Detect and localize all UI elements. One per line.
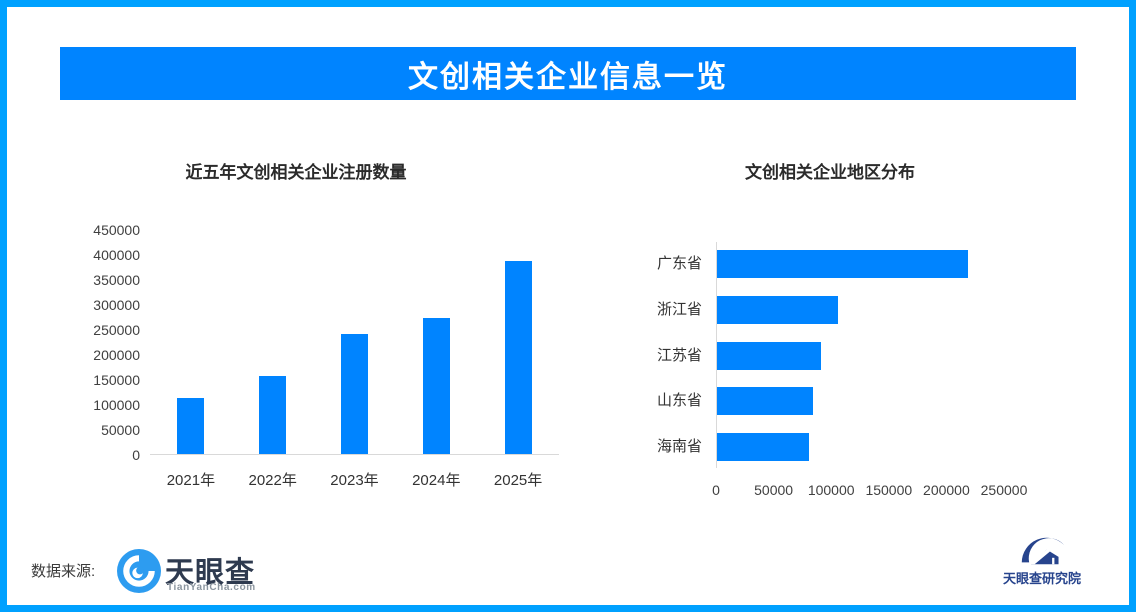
registrations-chart-title: 近五年文创相关企业注册数量: [185, 163, 407, 182]
xcat-2023年: 2023年: [330, 472, 379, 489]
bar-山东省: [717, 387, 813, 416]
bar-浙江省: [717, 295, 838, 324]
ytick-250000: 250000: [93, 322, 140, 338]
data-source-label: 数据来源:: [31, 563, 96, 580]
region-label-浙江省: 浙江省: [656, 300, 702, 318]
page-title-banner: 文创相关企业信息一览: [60, 47, 1076, 100]
regions-chart: 文创相关企业地区分布 广东省浙江省江苏省山东省海南省 0 50000 100000 1…: [630, 150, 1090, 510]
region-label-江苏省: 江苏省: [656, 346, 702, 364]
regions-axis-line: [716, 242, 717, 468]
bar-海南省: [717, 433, 810, 461]
registrations-plot-area: [150, 230, 559, 455]
institute-name: 天眼查研究院: [1002, 571, 1081, 586]
ytick-0: 0: [132, 447, 140, 463]
ytick-300000: 300000: [93, 297, 140, 313]
region-label-海南省: 海南省: [656, 438, 702, 455]
xtick-250000: 250000: [980, 482, 1028, 498]
xtick-0: 0: [712, 482, 720, 498]
xtick-100000: 100000: [807, 482, 855, 498]
region-label-山东省: 山东省: [656, 392, 702, 410]
ytick-350000: 350000: [93, 272, 140, 288]
bar-2024年: [422, 318, 450, 454]
bar-2021年: [177, 397, 205, 454]
xtick-200000: 200000: [923, 482, 970, 498]
bar-江苏省: [717, 341, 821, 370]
xtick-150000: 150000: [865, 482, 913, 498]
bar-广东省: [717, 250, 969, 278]
xtick-50000: 50000: [754, 482, 794, 498]
ytick-400000: 400000: [93, 247, 140, 263]
ytick-200000: 200000: [93, 347, 140, 363]
ytick-100000: 100000: [93, 397, 140, 413]
page-title: 文创相关企业信息一览: [408, 60, 728, 94]
ytick-450000: 450000: [93, 222, 140, 238]
ytick-150000: 150000: [93, 372, 140, 388]
regions-chart-title: 文创相关企业地区分布: [745, 163, 915, 182]
bar-2022年: [259, 376, 287, 454]
bar-2023年: [341, 334, 368, 454]
ytick-50000: 50000: [101, 422, 140, 438]
tianyancha-logo-text: 天眼查: [165, 557, 256, 589]
registrations-chart: 近五年文创相关企业注册数量 0 50000 100000 150000 200000 25…: [88, 150, 588, 500]
bar-2025年: [504, 261, 532, 454]
tianyancha-domain-text: TianYanCha.com: [167, 582, 256, 593]
region-label-广东省: 广东省: [656, 255, 702, 272]
tianyancha-institute-icon: [1021, 537, 1065, 565]
xcat-2022年: 2022年: [248, 472, 297, 489]
xcat-2025年: 2025年: [493, 472, 543, 489]
xcat-2021年: 2021年: [166, 472, 216, 489]
tianyancha-eye-icon: [117, 549, 161, 593]
xcat-2024年: 2024年: [412, 472, 461, 489]
